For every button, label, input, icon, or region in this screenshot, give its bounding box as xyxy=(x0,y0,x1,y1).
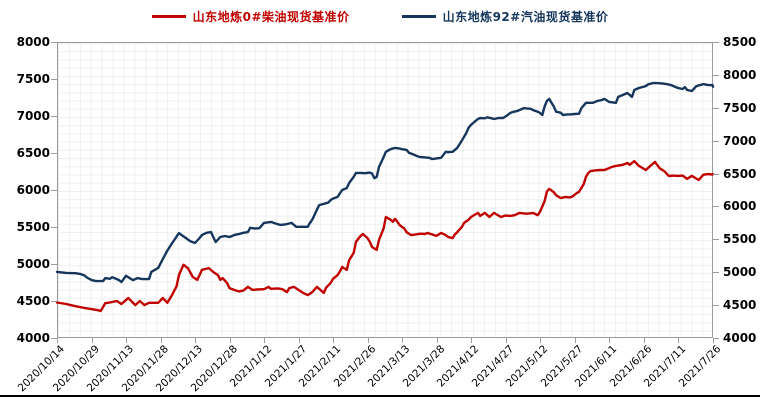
y-axis-right-tick xyxy=(713,338,719,339)
y-axis-right-tick xyxy=(713,42,719,43)
y-axis-left-tick xyxy=(51,153,57,154)
y-axis-right-label: 6500 xyxy=(723,166,757,181)
y-axis-left-label: 5500 xyxy=(16,220,50,234)
y-axis-left-label: 6500 xyxy=(16,146,50,160)
y-axis-right-label: 5000 xyxy=(723,265,757,280)
y-axis-left-tick xyxy=(51,116,57,117)
x-axis-tick xyxy=(609,338,610,343)
x-axis-tick xyxy=(160,338,162,343)
x-axis-tick xyxy=(333,338,334,343)
x-axis-tick xyxy=(126,338,127,343)
x-axis-tick xyxy=(574,338,576,343)
gasoline-line-swatch xyxy=(401,15,436,18)
x-axis-tick xyxy=(471,338,472,343)
y-axis-right-label: 8500 xyxy=(723,35,757,49)
x-axis-tick xyxy=(264,338,265,343)
y-axis-left-label: 7500 xyxy=(16,72,50,86)
y-axis-right-tick xyxy=(713,272,719,274)
y-axis-right-label: 7500 xyxy=(723,100,757,115)
x-axis-tick xyxy=(195,338,196,343)
y-axis-left-tick xyxy=(51,42,57,43)
x-axis-tick xyxy=(505,338,507,343)
y-axis-right-label: 6000 xyxy=(723,199,757,214)
y-axis-left-label: 7000 xyxy=(16,109,50,123)
y-axis-right-label: 5500 xyxy=(723,232,757,247)
legend-item-diesel: 山东地炼0#柴油现货基准价 xyxy=(151,8,350,25)
x-axis-tick xyxy=(540,338,541,343)
y-axis-left-tick xyxy=(51,338,57,339)
y-axis-right-label: 4500 xyxy=(723,298,757,313)
y-axis-left-label: 6000 xyxy=(16,183,50,197)
y-axis-right-tick xyxy=(713,239,719,241)
x-axis-tick xyxy=(367,338,369,343)
y-axis-right-tick xyxy=(713,173,719,175)
y-axis-right-tick xyxy=(713,206,719,208)
diesel-line-swatch xyxy=(151,15,186,18)
x-axis-tick xyxy=(436,338,438,343)
y-axis-right-label: 8000 xyxy=(723,67,757,82)
chart-legend: 山东地炼0#柴油现货基准价 山东地炼92#汽油现货基准价 xyxy=(0,8,760,25)
plot-area xyxy=(57,42,713,338)
y-axis-left-tick xyxy=(51,227,57,228)
y-axis-right-tick xyxy=(713,107,719,109)
y-axis-left-tick xyxy=(51,264,57,265)
y-axis-left-tick xyxy=(51,79,57,80)
x-axis-tick xyxy=(91,338,93,343)
legend-label-diesel: 山东地炼0#柴油现货基准价 xyxy=(192,10,350,24)
y-axis-left-label: 4000 xyxy=(16,331,50,345)
y-axis-right-label: 4000 xyxy=(723,331,757,345)
y-axis-right-tick xyxy=(713,305,719,307)
y-axis-left-tick xyxy=(51,301,57,302)
x-axis-tick xyxy=(643,338,645,343)
x-axis-tick xyxy=(712,338,714,343)
y-axis-left-tick xyxy=(51,190,57,191)
y-axis-left-label: 5000 xyxy=(16,257,50,271)
legend-item-gasoline: 山东地炼92#汽油现货基准价 xyxy=(401,8,609,25)
x-axis-tick xyxy=(402,338,403,343)
legend-label-gasoline: 山东地炼92#汽油现货基准价 xyxy=(442,10,609,24)
x-axis-tick xyxy=(298,338,300,343)
figure-bottom-border xyxy=(0,395,760,397)
y-axis-right-tick xyxy=(713,140,719,142)
x-axis-tick xyxy=(678,338,679,343)
y-axis-left-label: 8000 xyxy=(16,35,50,49)
x-axis-tick xyxy=(57,338,58,343)
y-axis-right-label: 7000 xyxy=(723,133,757,148)
y-axis-right-tick xyxy=(713,74,719,76)
x-axis-tick xyxy=(229,338,231,343)
y-axis-left-label: 4500 xyxy=(16,294,50,308)
